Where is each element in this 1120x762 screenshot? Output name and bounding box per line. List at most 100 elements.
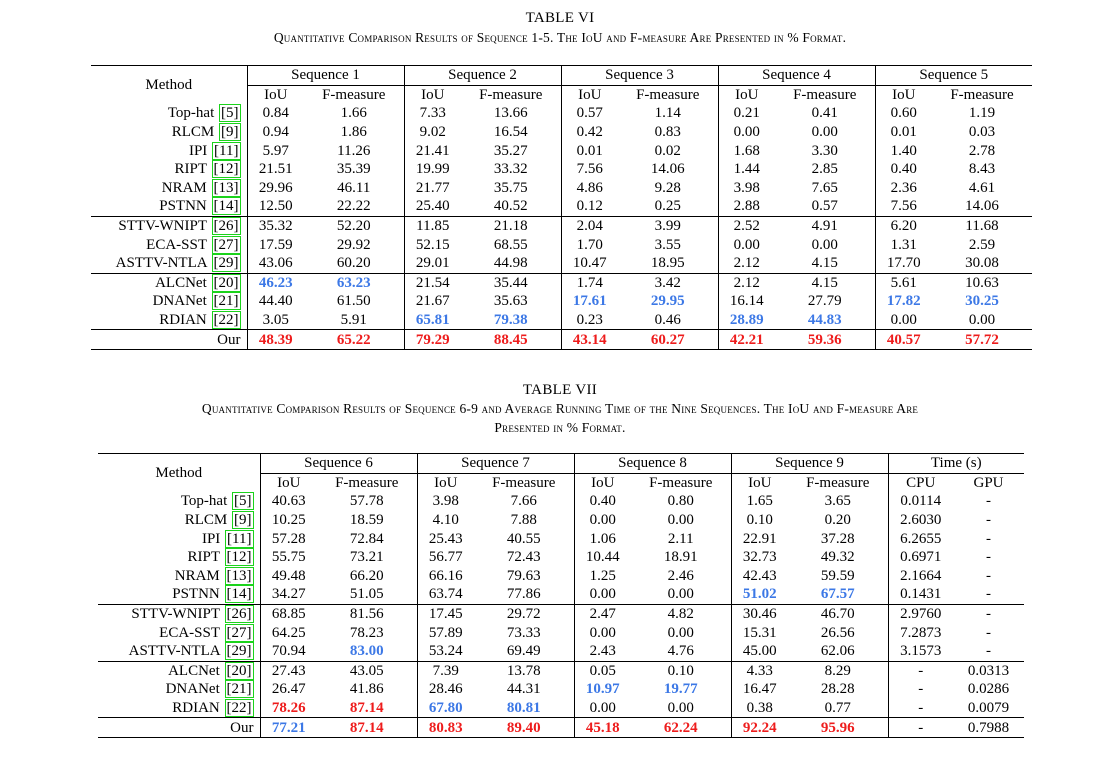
citation-number: 9 (239, 512, 247, 529)
citation-link[interactable]: [27] (224, 623, 254, 642)
citation-link[interactable]: [12] (224, 548, 254, 567)
method-cell: RDIAN [22] (98, 699, 260, 718)
citation-link[interactable]: [5] (219, 104, 241, 123)
citation-number: 12 (218, 161, 234, 178)
value-cell: - (986, 512, 991, 529)
value-cell: 57.78 (349, 493, 384, 510)
value-cell: 8.43 (968, 161, 996, 178)
value-cell: 26.47 (259, 680, 317, 699)
citation-link[interactable]: [20] (224, 661, 254, 680)
value-cell: 17.45 (416, 603, 474, 624)
method-cell: PSTNN [14] (98, 585, 260, 604)
value-cell: 1.40 (874, 141, 932, 160)
value-cell: 44.31 (506, 681, 541, 698)
value-cell: 29.01 (403, 253, 461, 274)
table7-label: TABLE VII (522, 382, 598, 398)
value-cell: 72.43 (506, 549, 541, 566)
table-row: RDIAN [22] 78.26 87.14 67.80 80.81 0.00 0.00 0.… (98, 698, 1024, 718)
method-name: RIPT (187, 549, 220, 566)
value-cell: 4.76 (667, 643, 694, 660)
value-cell: 42.21 (717, 329, 775, 350)
table6-label: TABLE VI (525, 10, 595, 26)
value-cell: - (986, 643, 991, 660)
citation-link[interactable]: [21] (224, 680, 254, 699)
value-cell: 0.00 (573, 585, 631, 605)
table-row: ECA-SST [27] 17.59 29.92 52.15 68.55 1.70 3.55… (91, 235, 1032, 254)
citation-link[interactable]: [26] (224, 605, 254, 624)
value-cell: - (986, 624, 991, 641)
value-cell: 0.00 (717, 122, 775, 142)
citation-link[interactable]: [14] (224, 585, 254, 604)
value-cell: 59.36 (775, 329, 875, 350)
method-name: RDIAN (172, 700, 220, 717)
value-cell: 52.15 (403, 235, 461, 254)
value-cell: 3.05 (246, 310, 304, 330)
value-cell: 6.2655 (887, 529, 953, 548)
value-cell: 4.91 (775, 215, 875, 236)
method-name: NRAM (161, 179, 207, 196)
value-cell: - (986, 493, 991, 510)
value-cell: 25.43 (416, 529, 474, 548)
table-row: ASTTV-NTLA [29] 70.94 83.00 53.24 69.49 2.43 4… (98, 641, 1024, 662)
citation-link[interactable]: [9] (232, 511, 254, 530)
value-cell: 10.44 (573, 547, 631, 567)
citation-link[interactable]: [29] (211, 254, 241, 273)
citation-number: 12 (231, 549, 247, 566)
citation-link[interactable]: [26] (211, 217, 241, 236)
method-name: PSTNN (172, 586, 220, 603)
value-cell: 11.85 (403, 215, 461, 236)
value-cell: 32.73 (730, 547, 788, 567)
table-row: PSTNN [14] 12.50 22.22 25.40 40.52 0.12 0.25 2.… (91, 197, 1032, 217)
iou-header: IoU (416, 473, 474, 493)
value-cell: 34.27 (259, 585, 317, 605)
method-name: PSTNN (159, 198, 207, 215)
value-cell: 8.29 (788, 660, 888, 681)
citation-link[interactable]: [27] (211, 235, 241, 254)
value-cell: 46.23 (246, 272, 304, 293)
value-cell: 0.00 (874, 310, 932, 330)
value-cell: 0.00 (573, 510, 631, 530)
value-cell: 7.2873 (887, 623, 953, 642)
method-cell: RIPT [12] (91, 160, 247, 179)
value-cell: 0.94 (246, 122, 304, 142)
value-cell: 69.49 (506, 643, 541, 660)
method-name: Top-hat (180, 493, 228, 510)
method-name: DNANet (165, 681, 220, 698)
citation-link[interactable]: [22] (224, 699, 254, 718)
table-row: RLCM [9] 10.25 18.59 4.10 7.88 0.00 0.00 0.10 0.… (98, 510, 1024, 530)
sequence-header: Sequence 6 (259, 453, 417, 474)
value-cell: 0.00 (667, 624, 694, 641)
value-cell: 7.88 (510, 512, 537, 529)
method-name: Top-hat (167, 105, 215, 122)
value-cell: 7.56 (874, 197, 932, 217)
citation-link[interactable]: [22] (211, 311, 241, 330)
value-cell: 29.95 (650, 293, 685, 310)
citation-link[interactable]: [9] (219, 123, 241, 142)
table-row: Our 77.21 87.14 80.83 89.40 45.18 62.24 92.24 95… (98, 717, 1024, 738)
citation-link[interactable]: [21] (211, 292, 241, 311)
value-cell: 80.83 (416, 717, 474, 738)
value-cell: 62.24 (631, 717, 731, 738)
value-cell: 18.91 (663, 549, 698, 566)
citation-link[interactable]: [11] (212, 141, 241, 160)
citation-link[interactable]: [13] (211, 178, 241, 197)
value-cell: - (887, 660, 953, 681)
value-cell: 0.41 (811, 105, 838, 122)
citation-link[interactable]: [14] (211, 197, 241, 216)
citation-link[interactable]: [13] (224, 566, 254, 585)
value-cell: 40.63 (259, 492, 317, 511)
method-name: RIPT (174, 161, 207, 178)
value-cell: 2.88 (717, 197, 775, 217)
f-measure-header: F-measure (335, 474, 399, 491)
method-cell: ECA-SST [27] (98, 623, 260, 642)
value-cell: 0.23 (560, 310, 618, 330)
value-cell: 44.83 (807, 312, 842, 329)
citation-link[interactable]: [20] (211, 273, 241, 292)
value-cell: 21.41 (403, 141, 461, 160)
citation-link[interactable]: [5] (232, 492, 254, 511)
value-cell: 78.23 (349, 624, 384, 641)
citation-link[interactable]: [11] (225, 529, 254, 548)
citation-number: 20 (218, 274, 234, 291)
citation-link[interactable]: [12] (211, 160, 241, 179)
citation-link[interactable]: [29] (224, 642, 254, 661)
